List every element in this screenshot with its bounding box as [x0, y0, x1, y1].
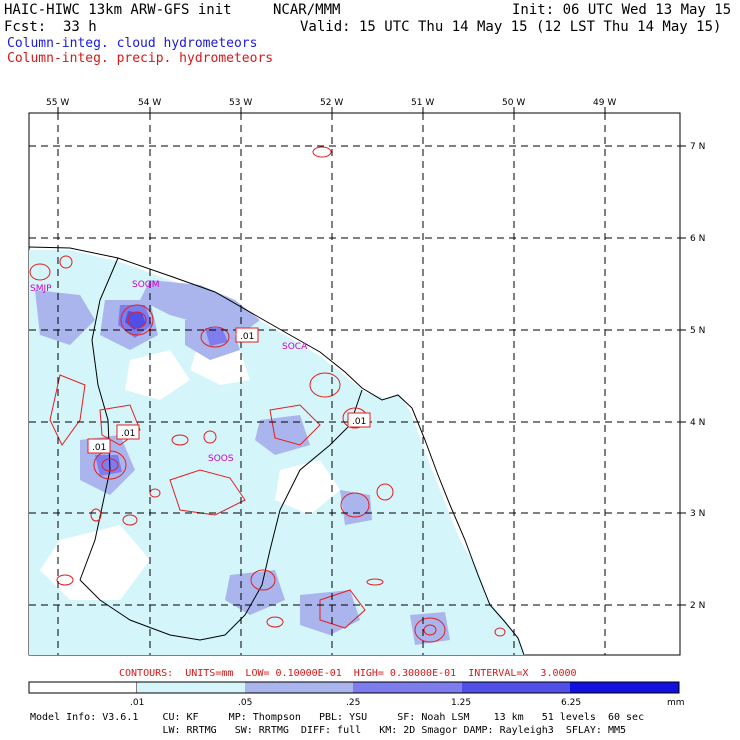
station-smjp: SMJP	[30, 284, 52, 294]
color-bar	[28, 681, 680, 694]
model-title: HAIC-HIWC 13km ARW-GFS init	[4, 2, 232, 18]
lon-labels: 55 W 54 W 53 W 52 W 51 W 50 W 49 W	[46, 98, 616, 108]
lon-label: 53 W	[229, 98, 252, 108]
lon-label: 49 W	[593, 98, 616, 108]
forecast-hour: Fcst: 33 h	[4, 19, 97, 35]
lon-label: 54 W	[138, 98, 161, 108]
contour-label: .01	[352, 417, 366, 427]
station-sogm: SOGM	[132, 280, 160, 290]
contours-info: CONTOURS: UNITS=mm LOW= 0.10000E-01 HIGH…	[119, 668, 577, 679]
coastline	[28, 246, 525, 656]
colorbar-segment	[570, 682, 679, 693]
lat-labels: 7 N 6 N 5 N 4 N 3 N 2 N	[690, 142, 705, 611]
contour-label: .01	[92, 443, 106, 453]
lat-label: 4 N	[690, 418, 705, 428]
lon-label: 51 W	[411, 98, 434, 108]
colorbar-tick: 6.25	[561, 698, 581, 708]
lat-label: 6 N	[690, 234, 705, 244]
lat-label: 2 N	[690, 601, 705, 611]
colorbar-segment	[462, 682, 570, 693]
colorbar-segment	[28, 681, 138, 694]
colorbar-tick: 1.25	[451, 698, 471, 708]
model-info-line1: Model Info: V3.6.1 CU: KF MP: Thompson P…	[30, 712, 645, 723]
colorbar-tick: .01	[130, 698, 144, 708]
colorbar-tick: .05	[238, 698, 252, 708]
colorbar-segment	[137, 682, 245, 693]
cloud-field-label: Column-integ. cloud hydrometeors	[7, 36, 258, 51]
model-info-line2: LW: RRTMG SW: RRTMG DIFF: full KM: 2D Sm…	[30, 725, 627, 736]
lat-label: 5 N	[690, 326, 705, 336]
axis-ticks	[57, 107, 686, 606]
org-label: NCAR/MMM	[273, 2, 341, 18]
station-labels: SMJP SOGM SOCA SOOS	[30, 280, 308, 464]
valid-time: Valid: 15 UTC Thu 14 May 15 (12 LST Thu …	[300, 19, 722, 35]
lat-label: 3 N	[690, 509, 705, 519]
station-soos: SOOS	[208, 454, 234, 464]
station-soca: SOCA	[282, 342, 308, 352]
contour-label: .01	[121, 429, 135, 439]
colorbar-segment	[245, 682, 353, 693]
lon-label: 55 W	[46, 98, 69, 108]
lat-label: 7 N	[690, 142, 705, 152]
colorbar-ticks: .01 .05 .25 1.25 6.25 mm	[130, 698, 685, 708]
init-time: Init: 06 UTC Wed 13 May 15	[512, 2, 732, 18]
contour-value-labels: .01 .01 .01 .01	[87, 327, 371, 454]
colorbar-units: mm	[667, 698, 685, 708]
contour-label: .01	[240, 332, 254, 342]
colorbar-segment	[353, 682, 462, 693]
cloud-shading	[29, 250, 525, 655]
lon-label: 52 W	[320, 98, 343, 108]
precip-contours	[29, 146, 506, 643]
colorbar-tick: .25	[346, 698, 360, 708]
lon-label: 50 W	[502, 98, 525, 108]
precip-field-label: Column-integ. precip. hydrometeors	[7, 51, 274, 66]
